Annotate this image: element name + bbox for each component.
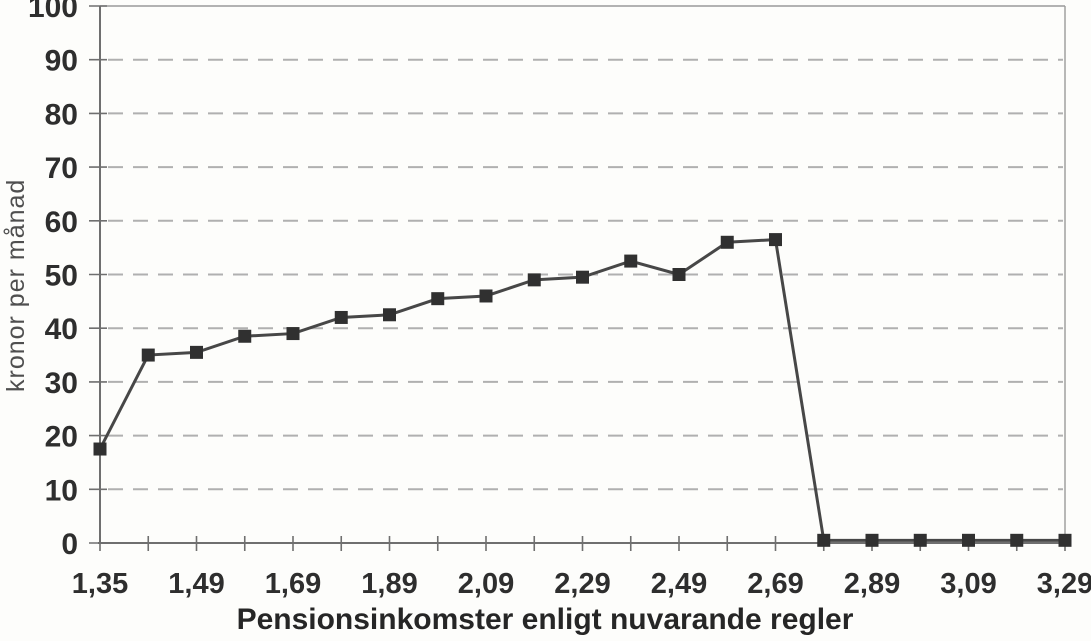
data-point-marker-6 (383, 308, 396, 322)
x-tick-label-1,69: 1,69 (265, 568, 321, 600)
y-tick-label-90: 90 (45, 45, 78, 78)
data-point-marker-0 (93, 442, 107, 456)
x-tick-label-2,29: 2,29 (554, 568, 610, 600)
data-point-marker-2 (190, 345, 203, 359)
x-tick-label-2,89: 2,89 (844, 568, 900, 600)
series-line (98, 238, 1065, 542)
y-tick-label-80: 80 (45, 98, 78, 131)
x-tick-label-2,09: 2,09 (458, 568, 514, 600)
y-axis-title: kronor per månad (2, 178, 30, 393)
y-tick-label-20: 20 (45, 421, 78, 454)
data-point-marker-9 (527, 273, 541, 287)
data-point-marker-3 (238, 329, 252, 343)
x-tick-label-2,49: 2,49 (651, 568, 707, 600)
data-point-marker-8 (479, 289, 493, 303)
y-tick-label-70: 70 (45, 152, 78, 185)
data-point-marker-10 (576, 270, 589, 284)
data-point-marker-5 (334, 310, 348, 324)
x-tick-label-1,49: 1,49 (168, 568, 224, 600)
data-point-marker-14 (769, 233, 782, 247)
y-tick-label-60: 60 (45, 206, 78, 239)
y-tick-label-10: 10 (45, 474, 78, 507)
y-tick-label-100: 100 (28, 0, 78, 24)
y-tick-label-50: 50 (45, 260, 78, 293)
data-point-marker-19 (1010, 533, 1024, 547)
data-point-marker-13 (720, 235, 734, 249)
data-point-marker-11 (624, 254, 638, 268)
x-tick-label-1,89: 1,89 (361, 568, 417, 600)
data-point-marker-20 (1058, 533, 1072, 547)
x-tick-label-3,09: 3,09 (940, 568, 996, 600)
data-point-marker-17 (913, 533, 927, 547)
y-tick-label-0: 0 (61, 528, 78, 561)
x-tick-label-3,29: 3,29 (1037, 568, 1091, 600)
data-point-marker-4 (286, 327, 300, 341)
data-point-marker-16 (865, 533, 879, 547)
data-point-marker-1 (141, 348, 155, 362)
x-tick-label-1,35: 1,35 (72, 568, 128, 600)
x-tick-label-2,69: 2,69 (747, 568, 803, 600)
y-tick-label-40: 40 (45, 313, 78, 346)
x-axis-title: Pensionsinkomster enligt nuvarande regle… (236, 603, 854, 636)
data-point-marker-18 (962, 533, 975, 547)
data-point-marker-7 (431, 292, 445, 306)
y-tick-label-30: 30 (45, 367, 78, 400)
data-point-marker-15 (817, 533, 831, 547)
data-point-marker-12 (672, 268, 686, 281)
